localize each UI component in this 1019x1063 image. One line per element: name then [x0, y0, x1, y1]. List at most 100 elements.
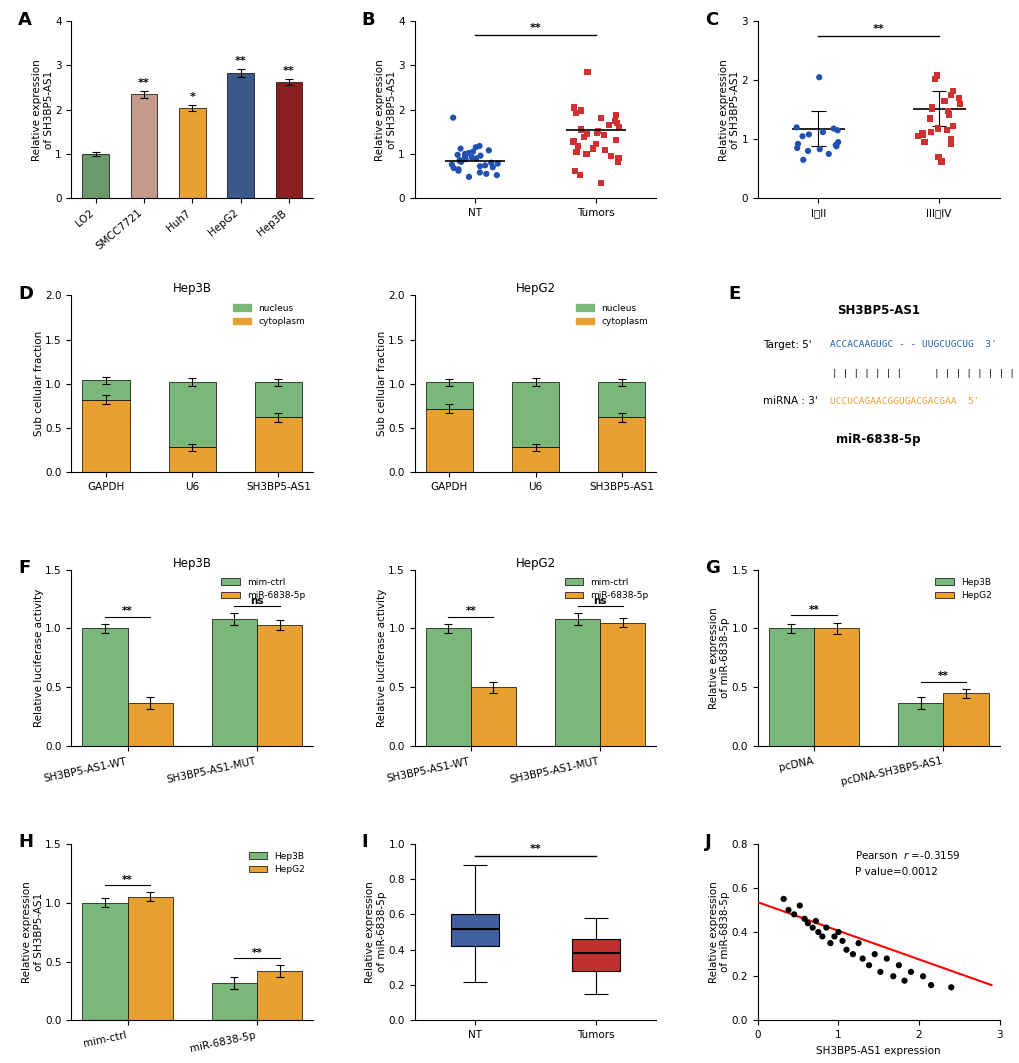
Point — [804, 919, 820, 937]
Text: **: ** — [138, 78, 150, 87]
Point — [595, 126, 611, 144]
Y-axis label: Relative expression
of SH3BP5-AS1: Relative expression of SH3BP5-AS1 — [32, 58, 54, 161]
Text: **: ** — [465, 606, 476, 617]
Point — [943, 979, 959, 996]
Point — [896, 973, 912, 990]
Point — [789, 135, 805, 152]
Point — [452, 153, 469, 170]
Text: **: ** — [937, 671, 948, 681]
Title: HepG2: HepG2 — [515, 283, 555, 296]
Text: E: E — [729, 285, 741, 303]
Point — [478, 165, 494, 182]
Text: ACCACAAGUGC - - UUGCUGCUG  3': ACCACAAGUGC - - UUGCUGCUG 3' — [829, 340, 997, 350]
Point — [483, 154, 499, 171]
Bar — [554, 619, 599, 746]
Point — [457, 148, 473, 165]
Text: **: ** — [529, 844, 541, 855]
Point — [443, 156, 460, 173]
Point — [471, 164, 487, 181]
Y-axis label: Relative luciferase activity: Relative luciferase activity — [377, 589, 386, 727]
Point — [589, 122, 605, 139]
Point — [928, 67, 945, 84]
Point — [579, 64, 595, 81]
Point — [484, 158, 500, 175]
Point — [929, 149, 946, 166]
Text: C: C — [704, 11, 717, 29]
Point — [607, 106, 624, 123]
Point — [922, 100, 938, 117]
Point — [860, 957, 876, 974]
Y-axis label: Sub cellular fraction: Sub cellular fraction — [377, 332, 386, 437]
Bar — [275, 82, 302, 198]
Point — [461, 168, 477, 185]
Point — [829, 134, 846, 151]
Legend: nucleus, cytoplasm: nucleus, cytoplasm — [572, 300, 651, 330]
Point — [449, 147, 466, 164]
Text: P value=0.0012: P value=0.0012 — [854, 866, 936, 877]
Y-axis label: Relative expression
of SH3BP5-AS1: Relative expression of SH3BP5-AS1 — [22, 881, 44, 983]
Text: A: A — [18, 11, 32, 29]
Point — [602, 148, 619, 165]
Point — [941, 106, 957, 123]
Point — [914, 125, 930, 142]
Point — [445, 159, 462, 176]
Point — [592, 109, 608, 126]
Bar — [943, 693, 987, 746]
Point — [923, 98, 940, 115]
Point — [826, 136, 843, 153]
Point — [942, 86, 958, 103]
Text: H: H — [18, 833, 34, 851]
Bar — [211, 619, 257, 746]
Bar — [127, 897, 172, 1020]
Text: miR-6838-5p: miR-6838-5p — [836, 434, 920, 446]
Bar — [512, 382, 558, 448]
Point — [451, 152, 468, 169]
Point — [609, 150, 626, 167]
Y-axis label: Relative expression
of miR-6838-5p: Relative expression of miR-6838-5p — [708, 607, 730, 709]
Legend: Hep3B, HepG2: Hep3B, HepG2 — [246, 848, 309, 878]
Bar — [512, 448, 558, 472]
Point — [472, 147, 488, 164]
Bar — [83, 381, 129, 400]
Point — [814, 123, 830, 140]
Point — [854, 950, 870, 967]
Text: **: ** — [252, 947, 262, 958]
Bar — [83, 628, 127, 746]
Point — [457, 151, 473, 168]
Y-axis label: Relative expression
of SH3BP5-AS1: Relative expression of SH3BP5-AS1 — [375, 58, 396, 161]
Point — [472, 157, 488, 174]
Bar — [168, 382, 216, 448]
Point — [913, 124, 929, 141]
Text: J: J — [704, 833, 711, 851]
Text: UCCUCAGAACGGUGACGACGAA  5': UCCUCAGAACGGUGACGACGAA 5' — [829, 396, 979, 406]
Point — [944, 118, 960, 135]
Point — [457, 146, 473, 163]
Point — [480, 141, 496, 158]
Point — [576, 129, 592, 146]
Point — [794, 128, 810, 145]
Point — [444, 109, 461, 126]
Point — [909, 128, 925, 145]
Point — [914, 967, 930, 984]
Point — [786, 906, 802, 923]
Point — [817, 919, 834, 937]
Point — [926, 70, 943, 87]
Point — [578, 146, 594, 163]
Bar — [178, 108, 206, 198]
Point — [608, 115, 625, 132]
Point — [607, 131, 624, 148]
Text: SH3BP5-AS1: SH3BP5-AS1 — [837, 304, 919, 317]
Point — [938, 102, 955, 119]
Bar — [599, 623, 645, 746]
Bar — [425, 628, 471, 746]
Title: HepG2: HepG2 — [515, 557, 555, 570]
Point — [942, 135, 958, 152]
Point — [567, 163, 583, 180]
Text: D: D — [18, 285, 34, 303]
Point — [468, 150, 484, 167]
Point — [929, 120, 946, 137]
Y-axis label: Relative luciferase activity: Relative luciferase activity — [34, 589, 44, 727]
Point — [449, 161, 466, 178]
Point — [460, 145, 476, 162]
Point — [824, 120, 841, 137]
